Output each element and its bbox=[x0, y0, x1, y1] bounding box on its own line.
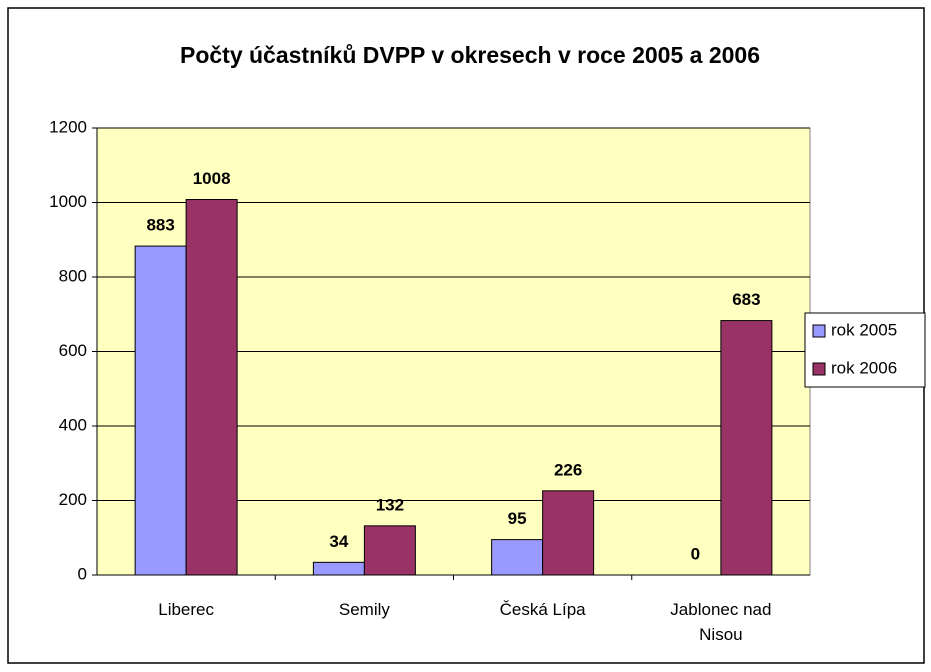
y-tick-label: 400 bbox=[59, 415, 87, 434]
data-label: 34 bbox=[329, 532, 348, 551]
legend-swatch bbox=[812, 324, 826, 338]
x-tick-label: Česká Lípa bbox=[499, 600, 586, 619]
data-label: 0 bbox=[691, 544, 700, 563]
data-label: 226 bbox=[554, 460, 582, 479]
y-tick-label: 0 bbox=[78, 564, 87, 583]
bar bbox=[134, 245, 187, 576]
bar bbox=[720, 320, 773, 576]
bar bbox=[491, 539, 544, 576]
data-label: 132 bbox=[376, 495, 404, 514]
data-label: 883 bbox=[146, 216, 174, 235]
legend-label: rok 2005 bbox=[831, 320, 897, 339]
bar bbox=[363, 525, 416, 576]
y-tick-label: 1000 bbox=[49, 192, 87, 211]
y-tick-label: 200 bbox=[59, 490, 87, 509]
legend-label: rok 2006 bbox=[831, 358, 897, 377]
y-tick-label: 600 bbox=[59, 341, 87, 360]
legend-swatch bbox=[812, 362, 826, 376]
bar bbox=[542, 490, 595, 576]
data-label: 95 bbox=[508, 509, 527, 528]
data-label: 1008 bbox=[193, 169, 231, 188]
x-tick-label: Jablonec nad Nisou bbox=[670, 600, 772, 644]
x-tick-label: Liberec bbox=[158, 600, 214, 619]
bar bbox=[312, 561, 365, 576]
chart-title: Počty účastníků DVPP v okresech v roce 2… bbox=[180, 42, 760, 68]
bar bbox=[185, 199, 238, 576]
data-label: 683 bbox=[732, 290, 760, 309]
y-tick-label: 800 bbox=[59, 266, 87, 285]
y-tick-label: 1200 bbox=[49, 117, 87, 136]
x-tick-label: Semily bbox=[338, 600, 390, 619]
